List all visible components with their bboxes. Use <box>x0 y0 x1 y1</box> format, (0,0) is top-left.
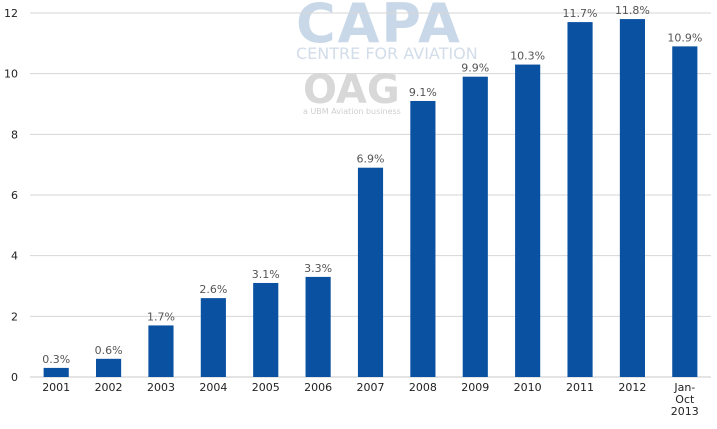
data-label-11: 11.8% <box>615 4 650 17</box>
x-tick-label-11: 2012 <box>618 381 646 394</box>
bar-9 <box>515 64 541 378</box>
data-label-1: 0.6% <box>95 344 123 357</box>
x-tick-label-8: 2009 <box>461 381 489 394</box>
x-tick-label-0: 2001 <box>42 381 70 394</box>
bars <box>43 19 698 378</box>
x-tick-label-9: 2010 <box>514 381 542 394</box>
x-tick-label-12: Jan-Oct 2013 <box>671 381 699 418</box>
capa-watermark-text: CAPA <box>296 0 462 55</box>
y-axis-ticks: 0 2 4 6 8 10 12 <box>4 7 18 384</box>
oag-subtitle-watermark-text: a UBM Aviation business <box>303 107 401 116</box>
bar-12 <box>672 46 698 377</box>
bar-4 <box>253 282 279 377</box>
bar-7 <box>410 100 436 377</box>
y-tick-label-0: 0 <box>11 371 18 384</box>
x-tick-label-3: 2004 <box>199 381 227 394</box>
bar-5 <box>305 276 331 377</box>
bar-11 <box>619 19 645 378</box>
data-label-8: 9.9% <box>461 62 489 75</box>
y-tick-label-10: 10 <box>4 68 18 81</box>
x-tick-label-2: 2003 <box>147 381 175 394</box>
data-label-0: 0.3% <box>42 353 70 366</box>
x-tick-label-10: 2011 <box>566 381 594 394</box>
x-axis-ticks: 2001 2002 2003 2004 2005 2006 2007 2008 2009 2010… <box>42 381 699 418</box>
data-label-10: 11.7% <box>563 7 598 20</box>
x-tick-label-7: 2008 <box>409 381 437 394</box>
data-label-5: 3.3% <box>304 262 332 275</box>
y-tick-label-6: 6 <box>11 189 18 202</box>
oag-watermark-text: OAG <box>303 67 400 113</box>
y-tick-label-8: 8 <box>11 128 18 141</box>
bar-0 <box>43 367 69 377</box>
centre-for-aviation-watermark-text: CENTRE FOR AVIATION <box>296 44 478 63</box>
data-label-6: 6.9% <box>357 153 385 166</box>
y-tick-label-12: 12 <box>4 7 18 20</box>
x-tick-label-6: 2007 <box>357 381 385 394</box>
data-label-4: 3.1% <box>252 268 280 281</box>
bar-2 <box>148 325 174 377</box>
data-label-3: 2.6% <box>199 283 227 296</box>
data-label-12: 10.9% <box>667 31 702 44</box>
data-label-7: 9.1% <box>409 86 437 99</box>
x-tick-label-4: 2005 <box>252 381 280 394</box>
bar-1 <box>96 358 122 377</box>
data-label-9: 10.3% <box>510 50 545 63</box>
data-labels: 0.3% 0.6% 1.7% 2.6% 3.1% 3.3% 6.9% 9.1% 9.9% 10.3… <box>42 4 702 366</box>
bar-3 <box>200 298 226 377</box>
capa-oag-watermark: CAPA CENTRE FOR AVIATION OAG a UBM Aviat… <box>296 0 478 116</box>
y-tick-label-4: 4 <box>11 250 18 263</box>
x-tick-label-5: 2006 <box>304 381 332 394</box>
bar-8 <box>462 76 488 377</box>
bar-6 <box>357 167 384 377</box>
bar-10 <box>567 22 593 377</box>
y-tick-label-2: 2 <box>11 310 18 323</box>
x-tick-label-1: 2002 <box>95 381 123 394</box>
data-label-2: 1.7% <box>147 310 175 323</box>
